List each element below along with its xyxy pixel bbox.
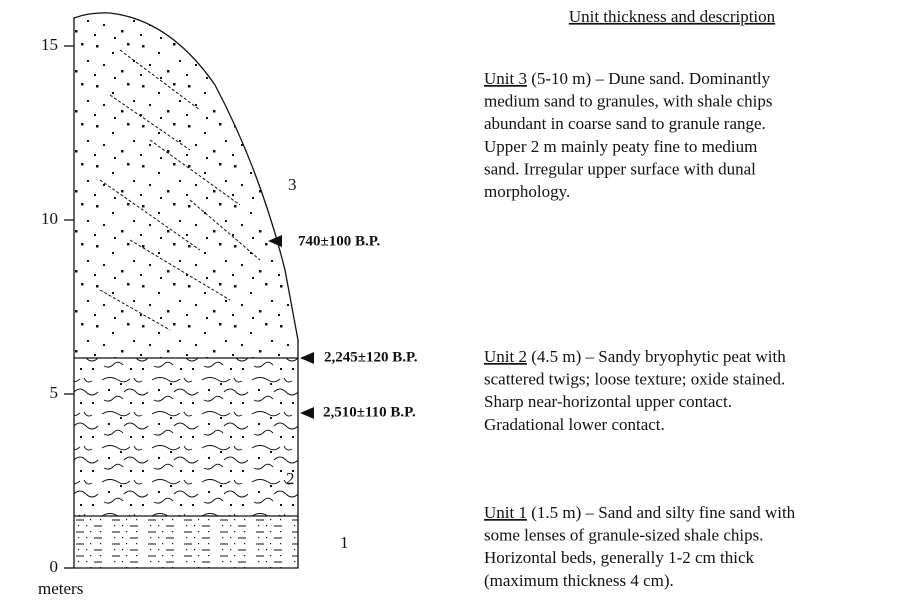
unit-label: 2 (286, 469, 295, 488)
arrow (300, 407, 314, 419)
description-line: Unit 2 (4.5 m) – Sandy bryophytic peat w… (484, 347, 786, 366)
date-label: 2,510±110 B.P. (323, 404, 416, 420)
description-line: scattered twigs; loose texture; oxide st… (484, 370, 785, 389)
description-line: some lenses of granule-sized shale chips… (484, 526, 763, 545)
description-text: (4.5 m) – Sandy bryophytic peat with (527, 347, 786, 366)
description-text: Sharp near-horizontal upper contact. (484, 392, 732, 411)
column-outline (73, 12, 299, 569)
description-text: abundant in coarse sand to granule range… (484, 114, 766, 133)
description-line: morphology. (484, 182, 570, 201)
description-text: (maximum thickness 4 cm). (484, 571, 674, 590)
description-text: Horizontal beds, generally 1-2 cm thick (484, 548, 755, 567)
unit-label: 1 (340, 533, 349, 552)
unit-name: Unit 2 (484, 347, 527, 366)
description-text: Gradational lower contact. (484, 415, 665, 434)
description-text: medium sand to granules, with shale chip… (484, 92, 772, 111)
column-fill (74, 12, 298, 568)
description-text: morphology. (484, 182, 570, 201)
unit-name: Unit 3 (484, 69, 527, 88)
axis-label: meters (38, 579, 83, 598)
tick-label: 10 (41, 209, 58, 228)
description-line: Gradational lower contact. (484, 415, 665, 434)
description-line: Horizontal beds, generally 1-2 cm thick (484, 548, 755, 567)
description-text: (1.5 m) – Sand and silty fine sand with (527, 503, 796, 522)
description-text: (5-10 m) – Dune sand. Dominantly (527, 69, 771, 88)
description-line: Sharp near-horizontal upper contact. (484, 392, 732, 411)
tick-label: 5 (50, 383, 59, 402)
description-line: medium sand to granules, with shale chip… (484, 92, 772, 111)
description-text: Upper 2 m mainly peaty fine to medium (484, 137, 757, 156)
date-label: 2,245±120 B.P. (324, 349, 418, 365)
unit-name: Unit 1 (484, 503, 527, 522)
arrow (268, 235, 282, 247)
description-line: Unit 3 (5-10 m) – Dune sand. Dominantly (484, 69, 771, 88)
tick-label: 15 (41, 35, 58, 54)
description-text: some lenses of granule-sized shale chips… (484, 526, 763, 545)
description-line: sand. Irregular upper surface with dunal (484, 159, 756, 178)
description-text: scattered twigs; loose texture; oxide st… (484, 370, 785, 389)
description-line: Unit 1 (1.5 m) – Sand and silty fine san… (484, 503, 796, 522)
description-text: sand. Irregular upper surface with dunal (484, 159, 756, 178)
descriptions: Unit 3 (5-10 m) – Dune sand. Dominantly m… (484, 69, 796, 590)
description-line: Upper 2 m mainly peaty fine to medium (484, 137, 757, 156)
description-title: Unit thickness and description (569, 7, 776, 26)
description-line: abundant in coarse sand to granule range… (484, 114, 766, 133)
axis: 0 5 10 15 (41, 35, 75, 576)
unit-label: 3 (288, 175, 297, 194)
date-label: 740±100 B.P. (298, 233, 381, 249)
tick-label: 0 (50, 557, 59, 576)
arrow (300, 352, 314, 364)
description-line: (maximum thickness 4 cm). (484, 571, 674, 590)
